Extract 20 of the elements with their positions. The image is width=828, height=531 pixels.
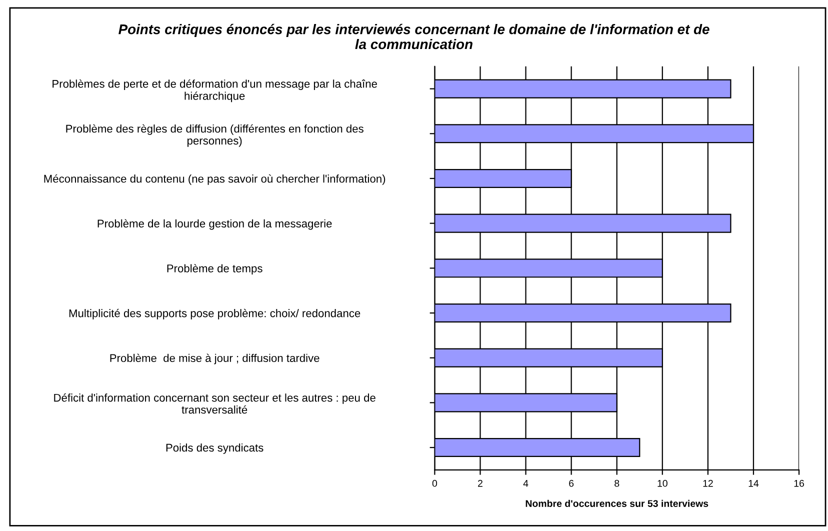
y-tick-label: Poids des syndicats bbox=[166, 443, 264, 454]
x-axis-title: Nombre d'occurences sur 53 interviews bbox=[526, 500, 708, 507]
x-tick-label: 14 bbox=[748, 480, 759, 487]
x-tick-label: 2 bbox=[478, 480, 482, 487]
x-tick-label: 16 bbox=[794, 480, 804, 487]
y-tick-label: Problème de temps bbox=[167, 264, 262, 275]
x-tick-label: 12 bbox=[703, 480, 713, 487]
y-tick-label: Méconnaissance du contenu (ne pas savoir où chercher l'information) bbox=[44, 174, 386, 185]
y-tick-label: Problèmes de perte et de déformation d'un message par la chaîne hiérarchique bbox=[52, 79, 377, 102]
x-tick-label: 10 bbox=[658, 480, 668, 487]
x-tick-label: 8 bbox=[614, 480, 620, 487]
chart-title: Points critiques énoncés par les interviewés concernant le domaine de l'information et de la communication bbox=[118, 24, 710, 50]
x-tick-label: 4 bbox=[523, 480, 528, 487]
x-tick-label: 6 bbox=[569, 480, 574, 487]
y-tick-label: Problème de la lourde gestion de la messagerie bbox=[98, 219, 332, 230]
y-tick-label: Déficit d'information concernant son secteur et les autres : peu de transversalité bbox=[54, 393, 376, 414]
x-tick-label: 0 bbox=[432, 480, 438, 487]
y-tick-label: Multiplicité des supports pose problème: choix/ redondance bbox=[69, 308, 360, 320]
y-tick-label: Problème des règles de diffusion (différentes en fonction des personnes) bbox=[66, 124, 364, 147]
y-tick-label: Problème de mise à jour ; diffusion tardive bbox=[110, 354, 320, 364]
